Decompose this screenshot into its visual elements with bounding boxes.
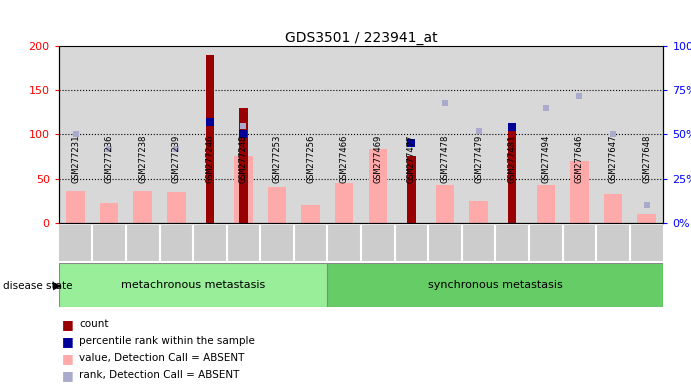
Text: GSM277239: GSM277239	[172, 134, 181, 183]
Text: ■: ■	[62, 318, 74, 331]
Bar	[100, 203, 118, 223]
Bar	[637, 214, 656, 223]
Bar	[436, 185, 454, 223]
Text: GSM277469: GSM277469	[373, 134, 382, 183]
Bar	[536, 185, 555, 223]
Bar	[126, 46, 160, 223]
Bar	[328, 263, 663, 307]
Text: GSM277256: GSM277256	[306, 134, 315, 183]
Text: percentile rank within the sample: percentile rank within the sample	[79, 336, 256, 346]
Bar	[335, 183, 354, 223]
Text: GSM277478: GSM277478	[441, 134, 450, 183]
Bar	[193, 46, 227, 223]
Text: metachronous metastasis: metachronous metastasis	[121, 280, 265, 290]
Bar	[395, 46, 428, 223]
Text: disease state: disease state	[3, 281, 73, 291]
Bar	[570, 161, 589, 223]
Bar	[59, 46, 93, 223]
Text: GSM277477: GSM277477	[407, 134, 416, 183]
Bar	[630, 46, 663, 223]
Bar	[206, 55, 214, 223]
Bar	[462, 46, 495, 223]
Bar	[301, 205, 320, 223]
Text: count: count	[79, 319, 109, 329]
Text: GSM277646: GSM277646	[575, 134, 584, 183]
Bar	[160, 46, 193, 223]
Bar	[66, 191, 85, 223]
Bar	[234, 157, 253, 223]
Bar	[268, 187, 286, 223]
Text: GSM277647: GSM277647	[609, 134, 618, 183]
Title: GDS3501 / 223941_at: GDS3501 / 223941_at	[285, 31, 437, 45]
Text: GSM277648: GSM277648	[642, 134, 651, 183]
Bar	[294, 46, 328, 223]
Bar	[227, 46, 261, 223]
Text: GSM277231: GSM277231	[71, 134, 80, 183]
Bar	[428, 46, 462, 223]
Text: GSM277236: GSM277236	[104, 134, 113, 183]
Bar	[93, 46, 126, 223]
Bar	[133, 191, 152, 223]
Bar	[508, 127, 516, 223]
Text: ■: ■	[62, 369, 74, 382]
Bar	[239, 108, 247, 223]
Text: GSM277466: GSM277466	[340, 134, 349, 183]
Text: GSM277238: GSM277238	[138, 134, 147, 183]
Bar	[604, 194, 622, 223]
Text: GSM277494: GSM277494	[541, 134, 550, 183]
Text: GSM277248: GSM277248	[239, 134, 248, 183]
Bar	[596, 46, 630, 223]
Text: rank, Detection Call = ABSENT: rank, Detection Call = ABSENT	[79, 370, 240, 380]
Bar	[469, 200, 488, 223]
Bar	[368, 149, 387, 223]
Text: ▶: ▶	[53, 281, 61, 291]
Bar	[328, 46, 361, 223]
Bar	[361, 46, 395, 223]
Text: ■: ■	[62, 352, 74, 365]
Text: value, Detection Call = ABSENT: value, Detection Call = ABSENT	[79, 353, 245, 363]
Bar	[407, 157, 415, 223]
Text: synchronous metastasis: synchronous metastasis	[428, 280, 562, 290]
Bar	[167, 192, 186, 223]
Bar	[562, 46, 596, 223]
Text: ■: ■	[62, 335, 74, 348]
Bar	[495, 46, 529, 223]
Text: GSM277246: GSM277246	[205, 134, 214, 183]
Bar	[261, 46, 294, 223]
Bar	[529, 46, 562, 223]
Text: GSM277479: GSM277479	[474, 134, 483, 183]
Bar	[59, 263, 328, 307]
Text: GSM277481: GSM277481	[508, 134, 517, 183]
Text: GSM277253: GSM277253	[272, 134, 281, 183]
